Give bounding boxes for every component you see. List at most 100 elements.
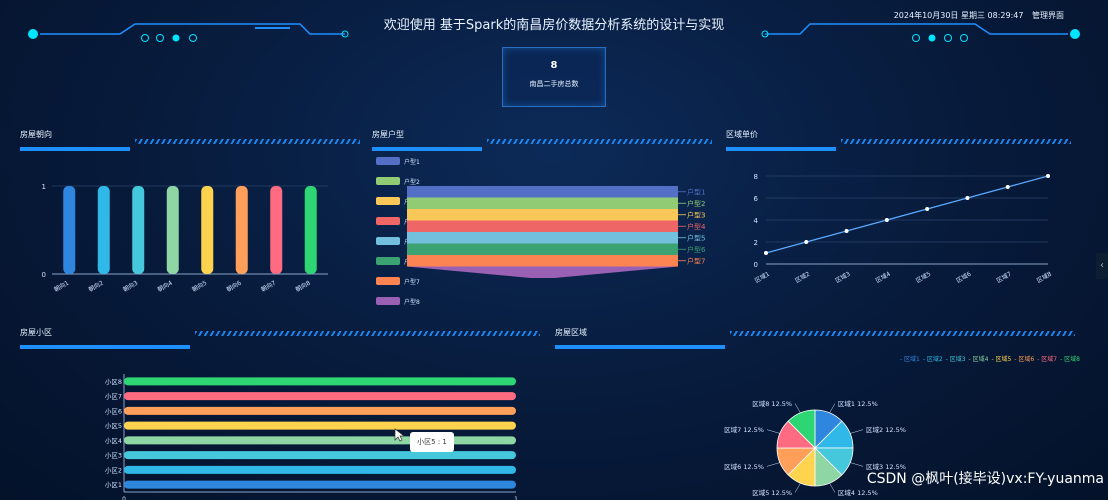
pie-label-line: [766, 429, 780, 434]
legend-item[interactable]: 户型2: [376, 171, 456, 191]
kpi-label: 南昌二手房总数: [529, 80, 579, 88]
y-tick-label: 6: [754, 195, 759, 203]
bar: [63, 186, 76, 274]
pie-label: 区域4 12.5%: [838, 488, 878, 497]
funnel-segment: [407, 266, 678, 278]
legend-item[interactable]: 户型8: [376, 291, 456, 311]
bar: [97, 186, 110, 274]
x-tick-label: 区域6: [955, 270, 973, 285]
panel-underline: [555, 345, 725, 349]
y-tick-label: 2: [754, 239, 758, 247]
x-tick-label: 朝向6: [225, 279, 243, 294]
x-tick-label: 朝向3: [122, 279, 140, 294]
pie-label: 区域1 12.5%: [838, 399, 878, 408]
panel-stripes: [195, 331, 540, 336]
legend-item[interactable]: 户型1: [376, 151, 456, 171]
bar: [201, 186, 214, 274]
bar: [124, 436, 516, 445]
legend-swatch: [376, 197, 400, 205]
funnel-label: 户型4: [687, 222, 706, 231]
data-point: [1005, 185, 1010, 189]
x-tick-label: 区域7: [995, 270, 1013, 285]
orientation-bar-chart: 0 1 朝向1 朝向2 朝向3 朝向4 朝向5 朝向6 朝向7 朝向8: [42, 183, 328, 294]
bar: [270, 186, 283, 274]
y-tick-label: 小区5: [105, 421, 122, 430]
legend-item[interactable]: - 区域8: [1060, 356, 1080, 363]
pie-label: 区域7 12.5%: [724, 425, 764, 434]
bar: [124, 392, 516, 401]
y-tick-label: 0: [754, 261, 758, 269]
bar: [304, 186, 317, 274]
legend-item[interactable]: - 区域7: [1037, 356, 1058, 363]
x-tick-label: 区域3: [834, 270, 852, 285]
legend-item[interactable]: 户型7: [376, 271, 456, 291]
x-tick-label: 朝向1: [53, 279, 71, 294]
bar: [124, 465, 516, 474]
bar: [124, 377, 516, 386]
bar: [124, 480, 516, 489]
panel-underline: [372, 147, 482, 151]
legend-swatch: [376, 257, 400, 265]
y-tick-label: 0: [42, 271, 46, 279]
legend-item[interactable]: - 区域2: [922, 356, 943, 363]
data-point: [965, 196, 970, 200]
panel-title-community: 房屋小区: [20, 328, 52, 337]
panel-underline: [726, 147, 836, 151]
bar: [124, 451, 516, 460]
bar: [124, 421, 516, 430]
data-point: [1046, 174, 1050, 178]
bar: [132, 186, 145, 274]
page-title: 欢迎使用 基于Spark的南昌房价数据分析系统的设计与实现: [383, 18, 725, 33]
panel-title-layout: 房屋户型: [372, 130, 404, 139]
data-point: [925, 207, 930, 211]
panel-underline: [20, 345, 190, 349]
bar: [124, 406, 516, 415]
legend-item[interactable]: - 区域6: [1014, 356, 1035, 363]
kpi-value: 8: [550, 60, 558, 71]
panel-stripes: [841, 139, 1071, 144]
pie-label: 区域6 12.5%: [724, 462, 764, 471]
pie-label-line: [850, 462, 864, 467]
legend-swatch: [376, 177, 400, 185]
x-tick-label: 朝向2: [87, 279, 105, 294]
panel-underline: [20, 147, 130, 151]
y-tick-label: 小区4: [105, 436, 122, 445]
admin-link[interactable]: 管理界面: [1032, 11, 1064, 20]
funnel-segment: [407, 186, 678, 198]
x-tick-label: 1: [514, 496, 518, 500]
data-point: [804, 240, 809, 244]
funnel-label: 户型5: [687, 233, 705, 242]
y-tick-label: 小区6: [105, 406, 122, 415]
y-tick-label: 1: [42, 183, 46, 191]
kpi-card: 8 南昌二手房总数: [502, 47, 606, 107]
legend-item[interactable]: - 区域4: [968, 356, 989, 363]
region-pie-chart: 区域1 12.5% 区域2 12.5% 区域3 12.5% 区域4 12.5% 区域5 …: [724, 399, 906, 497]
legend-item[interactable]: - 区域1: [899, 356, 920, 363]
datetime: 2024年10月30日 星期三 08:29:47: [893, 11, 1024, 20]
x-tick-label: 朝向7: [260, 279, 278, 294]
region-legend: - 区域1- 区域2- 区域3- 区域4- 区域5- 区域6- 区域7- 区域8: [830, 354, 1080, 363]
legend-swatch: [376, 217, 400, 225]
panel-title-orientation: 房屋朝向: [20, 130, 52, 139]
funnel-label: 户型6: [687, 245, 706, 254]
y-tick-label: 小区3: [105, 451, 122, 460]
legend-swatch: [376, 157, 400, 165]
price-line-chart: 0 2 4 6 8 区域1 区域2 区域3 区域4 区域5 区域6 区域7 区域8: [753, 173, 1053, 285]
x-tick-label: 区域4: [874, 270, 892, 285]
legend-item[interactable]: - 区域5: [991, 356, 1012, 363]
bar: [166, 186, 179, 274]
legend-label: 户型8: [404, 298, 420, 306]
chart-tooltip: 小区5 : 1: [410, 432, 454, 452]
y-tick-label: 小区1: [105, 480, 122, 489]
series-line: [765, 175, 1049, 254]
chevron-left-icon[interactable]: ‹: [1096, 253, 1108, 279]
legend-item[interactable]: - 区域3: [945, 356, 966, 363]
pie-label: 区域2 12.5%: [866, 425, 906, 434]
x-tick-label: 区域1: [753, 270, 771, 285]
legend-label: 户型7: [404, 278, 420, 286]
x-tick-label: 朝向4: [156, 279, 174, 294]
data-point: [844, 229, 849, 233]
pie-label-line: [766, 462, 780, 467]
pie-label: 区域3 12.5%: [866, 462, 906, 471]
funnel-label: 户型7: [687, 256, 705, 265]
